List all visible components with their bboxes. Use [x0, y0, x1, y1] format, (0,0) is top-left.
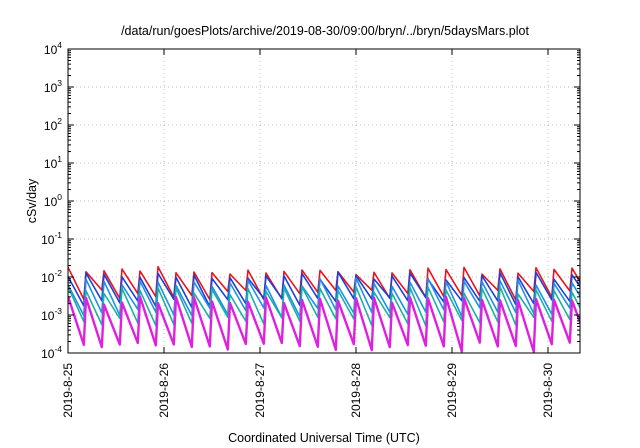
y-tick-label: 10-2	[41, 268, 62, 285]
x-tick-label: 2019-8-29	[445, 363, 459, 418]
y-tick-label: 101	[44, 154, 62, 171]
y-axis: 10-4 10-3 10-2 10-1 100 101 102 103 104	[41, 40, 580, 361]
y-tick-label: 10-4	[41, 344, 62, 361]
y-tick-label: 104	[44, 40, 62, 57]
series-line	[68, 265, 580, 301]
x-tick-label: 2019-8-28	[349, 363, 363, 418]
series-line	[68, 277, 580, 319]
x-axis-label: Coordinated Universal Time (UTC)	[228, 431, 420, 445]
x-tick-label: 2019-8-30	[541, 363, 555, 418]
y-tick-label: 103	[44, 78, 62, 95]
series-line	[68, 295, 580, 353]
y-tick-label: 102	[44, 116, 62, 133]
series-line	[68, 285, 580, 327]
x-tick-label: 2019-8-25	[61, 363, 75, 418]
x-axis: 2019-8-25 2019-8-26 2019-8-27 2019-8-28 2019…	[61, 49, 555, 418]
series-line	[68, 271, 580, 309]
y-tick-label: 10-1	[41, 230, 62, 247]
y-axis-label: cSv/day	[25, 178, 39, 223]
x-tick-label: 2019-8-26	[157, 363, 171, 418]
y-tick-label: 100	[44, 192, 62, 209]
series-layer	[68, 265, 580, 353]
y-tick-label: 10-3	[41, 306, 62, 323]
x-tick-label: 2019-8-27	[253, 363, 267, 418]
chart-title: /data/run/goesPlots/archive/2019-08-30/0…	[121, 24, 529, 38]
